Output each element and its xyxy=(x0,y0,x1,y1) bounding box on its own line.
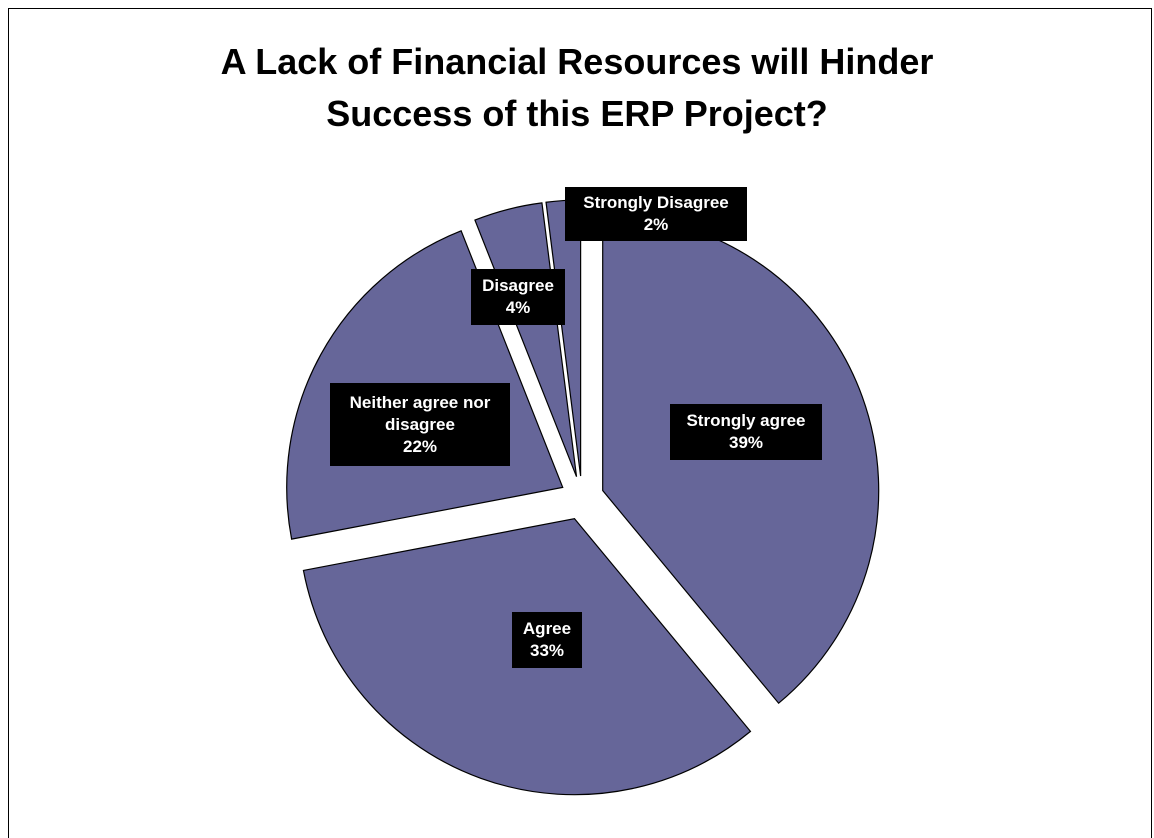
chart-title-line-2: Success of this ERP Project? xyxy=(326,93,828,134)
chart-title-line-1: A Lack of Financial Resources will Hinde… xyxy=(220,41,934,82)
slice-label-text: Neither agree nor xyxy=(349,392,491,412)
slice-label-neither-agree-nor-disagree: Neither agree nor disagree 22% xyxy=(330,383,510,466)
slice-label-agree: Agree 33% xyxy=(512,612,582,668)
slice-percent-label: 2% xyxy=(643,215,669,234)
slice-label-text: Strongly Disagree xyxy=(583,193,729,212)
slice-percent-label: 4% xyxy=(505,298,531,317)
slice-label-disagree: Disagree 4% xyxy=(471,269,565,325)
slice-percent-label: 39% xyxy=(728,433,764,452)
slice-label-text: Strongly agree xyxy=(686,411,806,430)
slice-label-strongly-disagree: Strongly Disagree 2% xyxy=(565,187,747,241)
slice-percent-label: 22% xyxy=(402,436,438,456)
slice-label-text: Agree xyxy=(522,619,572,638)
slice-label-text: disagree xyxy=(385,414,455,434)
slice-label-strongly-agree: Strongly agree 39% xyxy=(670,404,822,460)
chart-title: A Lack of Financial Resources will Hinde… xyxy=(0,36,1154,140)
slice-percent-label: 33% xyxy=(529,641,565,660)
slice-label-text: Disagree xyxy=(482,276,554,295)
